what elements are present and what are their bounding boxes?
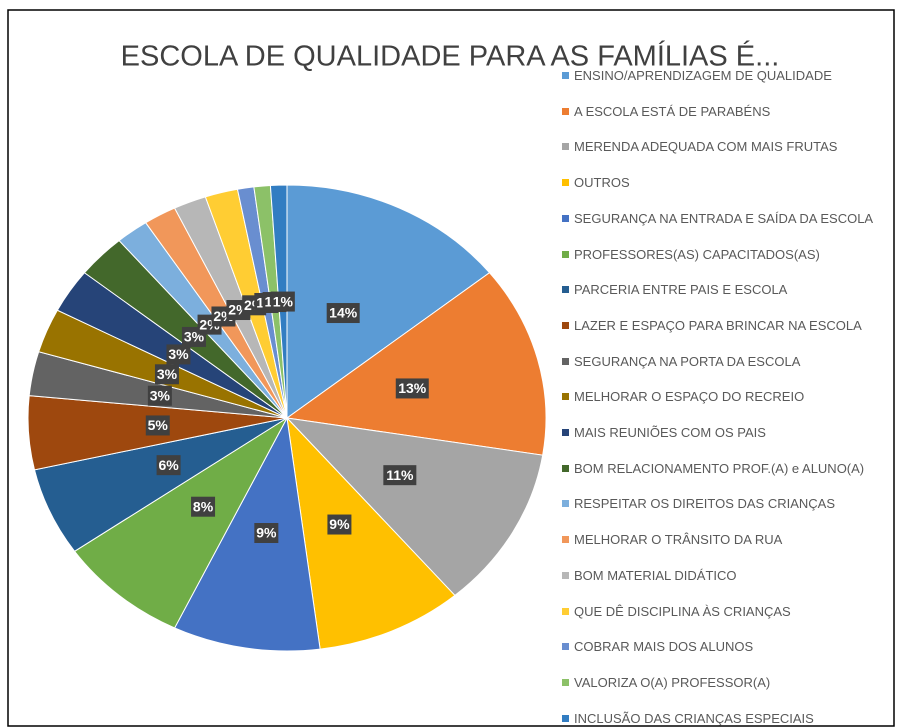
legend-item: BOM RELACIONAMENTO PROF.(A) e ALUNO(A) — [562, 461, 892, 476]
legend-label: MELHORAR O TRÂNSITO DA RUA — [574, 532, 783, 548]
legend-label: BOM RELACIONAMENTO PROF.(A) e ALUNO(A) — [574, 460, 865, 476]
data-label: 14% — [329, 305, 358, 321]
legend-item: COBRAR MAIS DOS ALUNOS — [562, 639, 892, 654]
legend-swatch — [562, 250, 569, 258]
legend-swatch — [562, 321, 569, 329]
data-label-box — [154, 364, 179, 385]
data-label: 3% — [168, 346, 189, 362]
data-label: 9% — [256, 525, 277, 541]
pie-slice — [285, 272, 547, 456]
legend-swatch — [562, 214, 569, 222]
legend-label: PARCERIA ENTRE PAIS E ESCOLA — [574, 282, 788, 298]
legend-item: MAIS REUNIÕES COM OS PAIS — [562, 425, 892, 440]
legend-label: BOM MATERIAL DIDÁTICO — [574, 567, 737, 583]
legend-swatch — [562, 107, 569, 115]
legend-item: MELHORAR O TRÂNSITO DA RUA — [562, 532, 892, 547]
legend-label: VALORIZA O(A) PROFESSOR(A) — [574, 674, 771, 690]
legend-item: RESPEITAR OS DIREITOS DAS CRIANÇAS — [562, 496, 892, 511]
legend-swatch — [562, 179, 569, 187]
legend-swatch — [562, 72, 569, 79]
pie-slice — [285, 417, 544, 597]
data-label: 11% — [386, 467, 414, 483]
data-label: 9% — [329, 516, 350, 532]
legend-label: MAIS REUNIÕES COM OS PAIS — [574, 425, 766, 440]
pie-slice — [173, 416, 321, 652]
data-label-box — [147, 385, 172, 406]
data-label-box — [145, 415, 170, 436]
legend-item: VALORIZA O(A) PROFESSOR(A) — [562, 675, 892, 690]
legend-swatch — [562, 464, 569, 472]
legend-label: ENSINO/APRENDIZAGEM DE QUALIDADE — [574, 68, 832, 83]
legend-swatch — [562, 429, 569, 436]
legend-item: PARCERIA ENTRE PAIS E ESCOLA — [562, 282, 892, 297]
data-label-box — [383, 465, 417, 486]
pie-slice — [73, 416, 289, 629]
data-label: 8% — [193, 498, 214, 514]
legend-item: QUE DÊ DISCIPLINA ÀS CRIANÇAS — [562, 604, 892, 619]
legend-item: MERENDA ADEQUADA COM MAIS FRUTAS — [562, 139, 892, 154]
legend-item: BOM MATERIAL DIDÁTICO — [562, 568, 892, 583]
data-label-box — [254, 523, 279, 544]
legend-item: ENSINO/APRENDIZAGEM DE QUALIDADE — [562, 68, 892, 83]
legend-swatch — [562, 571, 569, 579]
legend-label: LAZER E ESPAÇO PARA BRINCAR NA ESCOLA — [574, 317, 862, 333]
legend-swatch — [562, 678, 569, 686]
legend-item: PROFESSORES(AS) CAPACITADOS(AS) — [562, 247, 892, 262]
data-label: 13% — [398, 380, 427, 396]
legend-swatch — [562, 286, 569, 294]
legend-label: SEGURANÇA NA PORTA DA ESCOLA — [574, 353, 801, 369]
legend-item: LAZER E ESPAÇO PARA BRINCAR NA ESCOLA — [562, 318, 892, 333]
data-label-box — [326, 303, 360, 324]
legend-swatch — [562, 643, 569, 651]
data-label: 3% — [157, 366, 178, 382]
legend-swatch — [562, 607, 569, 615]
data-label: 3% — [150, 387, 171, 403]
legend-label: A ESCOLA ESTÁ DE PARABÉNS — [574, 103, 771, 119]
legend-swatch — [562, 536, 569, 544]
data-label: 6% — [158, 457, 179, 473]
legend-label: MERENDA ADEQUADA COM MAIS FRUTAS — [574, 139, 838, 155]
legend-item: A ESCOLA ESTÁ DE PARABÉNS — [562, 104, 892, 119]
data-label: 5% — [148, 417, 169, 433]
legend-swatch — [562, 357, 569, 365]
legend-label: QUE DÊ DISCIPLINA ÀS CRIANÇAS — [574, 603, 791, 619]
data-label-box — [327, 514, 352, 535]
legend-item: OUTROS — [562, 175, 892, 190]
legend-item: MELHORAR O ESPAÇO DO RECREIO — [562, 389, 892, 404]
legend-label: PROFESSORES(AS) CAPACITADOS(AS) — [574, 246, 820, 262]
data-label-box — [156, 455, 181, 476]
legend-swatch — [562, 500, 569, 508]
data-label-box — [166, 344, 191, 365]
legend-label: MELHORAR O ESPAÇO DO RECREIO — [574, 389, 805, 405]
pie-slice — [286, 184, 491, 419]
legend-swatch — [562, 143, 569, 151]
legend-swatch — [562, 393, 569, 401]
legend-item: SEGURANÇA NA ENTRADA E SAÍDA DA ESCOLA — [562, 211, 892, 226]
data-label: 1% — [273, 293, 294, 309]
data-label-box — [395, 378, 429, 399]
data-label-box — [191, 496, 216, 517]
legend-swatch — [562, 714, 569, 722]
legend-item: INCLUSÃO DAS CRIANÇAS ESPECIAIS — [562, 711, 892, 726]
legend-label: RESPEITAR OS DIREITOS DAS CRIANÇAS — [574, 496, 836, 512]
legend-label: SEGURANÇA NA ENTRADA E SAÍDA DA ESCOLA — [574, 210, 874, 226]
data-label-box — [270, 291, 295, 312]
legend-label: COBRAR MAIS DOS ALUNOS — [574, 639, 754, 655]
chart-title: ESCOLA DE QUALIDADE PARA AS FAMÍLIAS É..… — [121, 40, 780, 73]
legend-label: INCLUSÃO DAS CRIANÇAS ESPECIAIS — [574, 710, 814, 726]
pie-slice — [286, 416, 456, 650]
legend-item: SEGURANÇA NA PORTA DA ESCOLA — [562, 354, 892, 369]
legend-label: OUTROS — [574, 175, 630, 191]
